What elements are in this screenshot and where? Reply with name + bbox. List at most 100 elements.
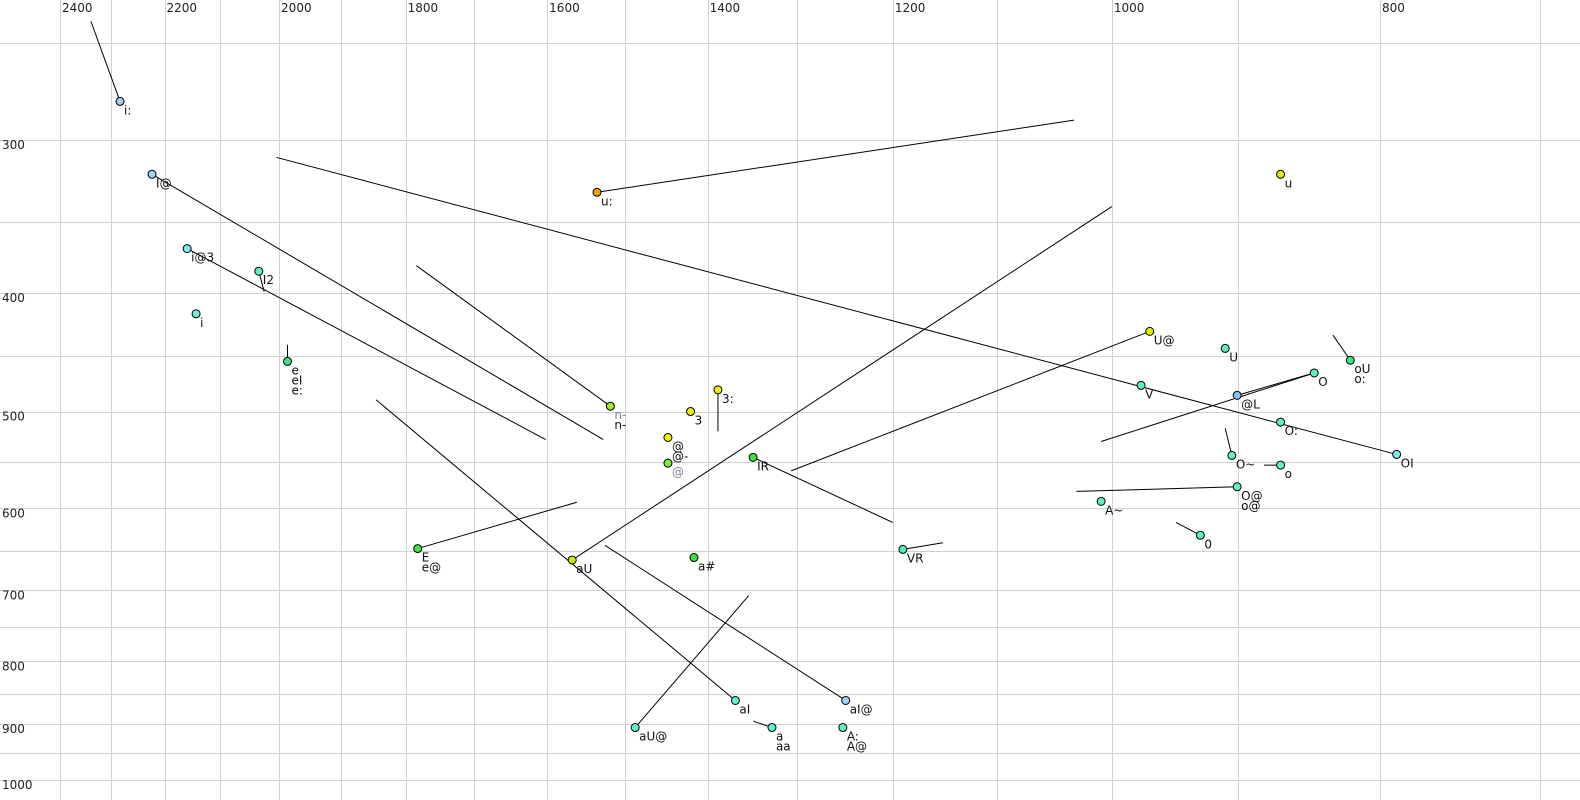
- vowel-label: o:: [1354, 372, 1365, 386]
- vowel-marker[interactable]: [748, 452, 758, 462]
- formant-trail: [1332, 334, 1351, 361]
- vowel-label: I@: [156, 176, 172, 190]
- vowel-point[interactable]: 0: [1195, 530, 1212, 551]
- x-tick-label: 1600: [549, 1, 580, 15]
- vowel-point[interactable]: I2: [254, 266, 274, 287]
- vowel-marker[interactable]: [663, 432, 673, 442]
- vowel-marker[interactable]: [254, 266, 264, 276]
- vowel-label: U: [1229, 350, 1238, 364]
- vowel-point[interactable]: u: [1276, 169, 1293, 190]
- vowel-point[interactable]: O: [1309, 368, 1328, 389]
- vowel-marker[interactable]: [1232, 390, 1242, 400]
- vowel-marker[interactable]: [147, 169, 157, 179]
- vowel-point[interactable]: u:: [592, 187, 613, 208]
- vowel-point[interactable]: Ee@: [413, 544, 441, 575]
- vowel-point[interactable]: A:A@: [838, 723, 867, 754]
- vowel-marker[interactable]: [115, 96, 125, 106]
- vowel-marker[interactable]: [663, 458, 673, 468]
- vowel-marker[interactable]: [182, 244, 192, 254]
- vowel-marker[interactable]: [838, 723, 848, 733]
- vowel-label: aI@: [850, 702, 873, 716]
- vowel-marker[interactable]: [191, 309, 201, 319]
- vowel-point[interactable]: aU: [567, 555, 592, 576]
- vowel-label: A:: [847, 730, 859, 744]
- vowel-point[interactable]: U@: [1145, 326, 1175, 347]
- vowel-label: VR: [907, 551, 924, 565]
- vowel-marker[interactable]: [1276, 417, 1286, 427]
- vowel-marker[interactable]: [1345, 355, 1355, 365]
- vowel-marker[interactable]: [1195, 530, 1205, 540]
- vowel-marker[interactable]: [767, 723, 777, 733]
- x-tick-label: 1000: [1114, 1, 1145, 15]
- vowel-point[interactable]: O:: [1276, 417, 1298, 438]
- vowel-marker[interactable]: [605, 401, 615, 411]
- vowel-marker[interactable]: [567, 555, 577, 565]
- vowel-point[interactable]: U: [1220, 343, 1238, 364]
- vowel-marker[interactable]: [689, 553, 699, 563]
- x-tick-label: 1800: [408, 1, 439, 15]
- vowel-marker[interactable]: [413, 544, 423, 554]
- vowel-marker[interactable]: [1096, 496, 1106, 506]
- vowel-point[interactable]: o: [1276, 460, 1292, 481]
- x-tick-label: 1400: [710, 1, 741, 15]
- vowel-marker[interactable]: [283, 356, 293, 366]
- vowel-point[interactable]: 3: [686, 407, 703, 428]
- x-tick-label: 2000: [281, 1, 312, 15]
- vowel-marker[interactable]: [1276, 460, 1286, 470]
- vowel-point[interactable]: V: [1136, 380, 1154, 401]
- vowel-marker[interactable]: [713, 385, 723, 395]
- vowel-label: 0: [1204, 537, 1212, 551]
- vowel-marker[interactable]: [1392, 449, 1402, 459]
- vowel-marker[interactable]: [592, 187, 602, 197]
- y-tick-label: 500: [2, 410, 25, 424]
- vowel-marker[interactable]: [1232, 482, 1242, 492]
- vowel-point[interactable]: i@3: [182, 244, 214, 265]
- vowel-point[interactable]: VR: [898, 544, 924, 565]
- vowel-marker[interactable]: [841, 695, 851, 705]
- vowel-point[interactable]: O@o@: [1232, 482, 1263, 513]
- vowel-marker[interactable]: [1276, 169, 1286, 179]
- vowel-point[interactable]: aaa: [767, 723, 791, 754]
- vowel-marker[interactable]: [1227, 450, 1237, 460]
- formant-trail: [417, 501, 577, 550]
- vowel-point[interactable]: @@-: [663, 432, 688, 463]
- vowel-point[interactable]: n-n-: [605, 401, 626, 432]
- vowel-point[interactable]: aI@: [841, 695, 873, 716]
- vowel-point[interactable]: a#: [689, 553, 715, 574]
- y-tick-label: 300: [2, 138, 25, 152]
- vowel-label: 3: [695, 414, 703, 428]
- vowel-point[interactable]: i: [191, 309, 203, 330]
- vowel-marker[interactable]: [1136, 380, 1146, 390]
- vowel-marker[interactable]: [686, 407, 696, 417]
- vowel-point[interactable]: OI: [1392, 449, 1414, 470]
- vowel-label: O: [1318, 375, 1327, 389]
- formant-trail: [634, 595, 750, 728]
- vowel-label: O:: [1285, 424, 1298, 438]
- vowel-marker[interactable]: [630, 723, 640, 733]
- vowel-point[interactable]: @L: [1232, 390, 1260, 411]
- vowel-marker[interactable]: [898, 544, 908, 554]
- vowel-point[interactable]: 3:: [713, 385, 734, 406]
- vowel-marker[interactable]: [730, 695, 740, 705]
- vowel-label: o: [1285, 467, 1292, 481]
- vowel-point[interactable]: A~: [1096, 496, 1123, 517]
- vowel-point[interactable]: O~: [1227, 450, 1256, 471]
- vowel-point[interactable]: i:: [115, 96, 131, 117]
- y-tick-label: 800: [2, 659, 25, 673]
- vowel-label: e:: [292, 383, 303, 397]
- vowel-label: aa: [776, 740, 791, 754]
- vowel-marker[interactable]: [1145, 326, 1155, 336]
- vowel-point[interactable]: @: [663, 458, 684, 479]
- vowel-point[interactable]: aI: [730, 695, 750, 716]
- vowel-marker[interactable]: [1220, 343, 1230, 353]
- vowel-point[interactable]: I@: [147, 169, 172, 190]
- vowel-label: @: [672, 439, 684, 453]
- vowel-label: a#: [698, 560, 715, 574]
- vowel-point[interactable]: oUo:: [1345, 355, 1370, 386]
- vowel-label: aU: [576, 562, 592, 576]
- vowel-point[interactable]: IR: [748, 452, 769, 473]
- vowel-point[interactable]: aU@: [630, 723, 667, 744]
- vowel-marker[interactable]: [1309, 368, 1319, 378]
